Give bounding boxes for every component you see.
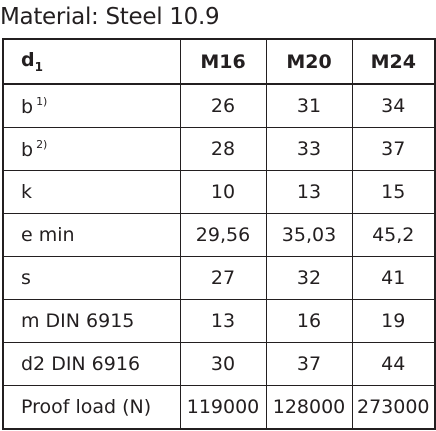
cell-m16: 28 bbox=[179, 127, 267, 171]
cell-m20: 128000 bbox=[265, 385, 353, 430]
row-label: d2 DIN 6916 bbox=[2, 342, 181, 386]
cell-m16: 26 bbox=[179, 83, 267, 128]
cell-m16: 27 bbox=[179, 256, 267, 300]
row-label: s bbox=[2, 256, 181, 300]
cell-m20: 35,03 bbox=[265, 213, 353, 257]
header-m16: M16 bbox=[179, 38, 267, 85]
row-label: e min bbox=[2, 213, 181, 257]
table-row: b 1) 26 31 34 bbox=[2, 83, 436, 128]
cell-m16: 13 bbox=[179, 299, 267, 343]
row-label: Proof load (N) bbox=[2, 385, 181, 430]
cell-m24: 41 bbox=[351, 256, 436, 300]
cell-m24: 19 bbox=[351, 299, 436, 343]
cell-m16: 29,56 bbox=[179, 213, 267, 257]
cell-m20: 16 bbox=[265, 299, 353, 343]
table-row: m DIN 6915 13 16 19 bbox=[2, 299, 436, 343]
row-label: b 1) bbox=[2, 83, 181, 128]
header-label-d1: d1 bbox=[2, 38, 181, 85]
dimensions-table: d1 M16 M20 M24 b 1) 26 31 34 b 2) 28 33 37… bbox=[2, 38, 436, 430]
header-label-subscript: 1 bbox=[34, 59, 43, 74]
cell-m20: 32 bbox=[265, 256, 353, 300]
table-row: Proof load (N) 119000 128000 273000 bbox=[2, 385, 436, 430]
row-label-text: b bbox=[21, 138, 34, 161]
cell-m16: 30 bbox=[179, 342, 267, 386]
table-header-row: d1 M16 M20 M24 bbox=[2, 38, 436, 85]
footnote-marker: 2) bbox=[36, 137, 48, 151]
row-label-text: b bbox=[21, 95, 34, 118]
cell-m16: 10 bbox=[179, 170, 267, 214]
header-label-main: d bbox=[21, 49, 35, 72]
cell-m20: 33 bbox=[265, 127, 353, 171]
row-label: b 2) bbox=[2, 127, 181, 171]
material-title: Material: Steel 10.9 bbox=[0, 4, 220, 30]
table-row: b 2) 28 33 37 bbox=[2, 127, 436, 171]
cell-m24: 37 bbox=[351, 127, 436, 171]
cell-m20: 37 bbox=[265, 342, 353, 386]
table-row: e min 29,56 35,03 45,2 bbox=[2, 213, 436, 257]
table-row: s 27 32 41 bbox=[2, 256, 436, 300]
footnote-marker: 1) bbox=[36, 94, 48, 108]
cell-m24: 273000 bbox=[351, 385, 436, 430]
cell-m20: 31 bbox=[265, 83, 353, 128]
table-row: d2 DIN 6916 30 37 44 bbox=[2, 342, 436, 386]
cell-m16: 119000 bbox=[179, 385, 267, 430]
header-m20: M20 bbox=[265, 38, 353, 85]
cell-m24: 34 bbox=[351, 83, 436, 128]
cell-m24: 44 bbox=[351, 342, 436, 386]
row-label: k bbox=[2, 170, 181, 214]
cell-m20: 13 bbox=[265, 170, 353, 214]
header-m24: M24 bbox=[351, 38, 436, 85]
cell-m24: 45,2 bbox=[351, 213, 436, 257]
table-row: k 10 13 15 bbox=[2, 170, 436, 214]
cell-m24: 15 bbox=[351, 170, 436, 214]
row-label: m DIN 6915 bbox=[2, 299, 181, 343]
